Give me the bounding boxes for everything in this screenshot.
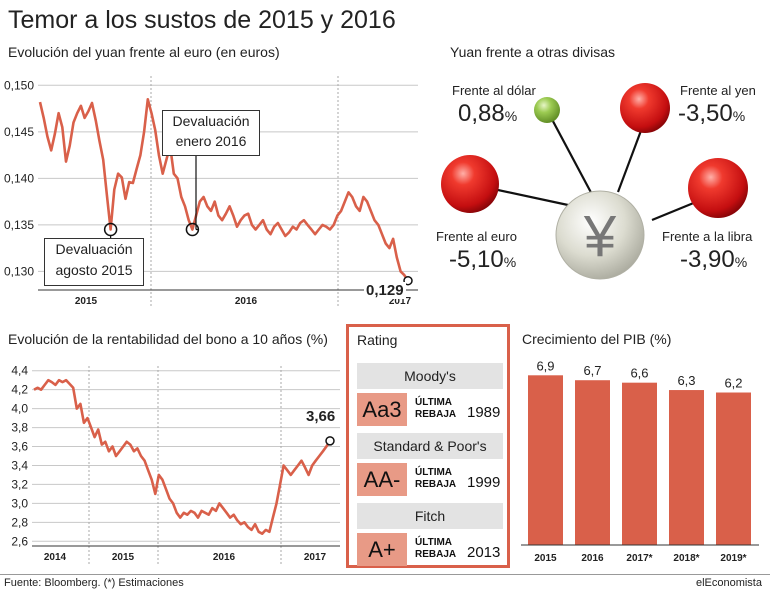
pib-bar <box>716 392 751 545</box>
grade-sp: AA- <box>357 463 407 496</box>
footer-source: Fuente: Bloomberg. (*) Estimaciones <box>4 577 184 589</box>
pib-bar <box>622 382 657 545</box>
pib-value-label: 6,6 <box>630 366 648 381</box>
note-moodys: ÚLTIMA REBAJA <box>415 397 457 420</box>
note-fitch: ÚLTIMA REBAJA <box>415 537 457 560</box>
pib-value-label: 6,2 <box>724 376 742 391</box>
y-tick-label: 3,4 <box>11 458 28 472</box>
yen-value: -3,50% <box>678 100 746 127</box>
series-line <box>33 378 332 535</box>
y-tick-label: 3,8 <box>11 421 28 435</box>
pib-category-label: 2016 <box>581 553 604 564</box>
plot-area <box>32 366 340 546</box>
x-tick-label: 2017 <box>304 552 327 563</box>
note-sp: ÚLTIMA REBAJA <box>415 467 457 490</box>
pib-category-label: 2017* <box>626 553 652 564</box>
yen-label: Frente al yen <box>680 83 756 98</box>
grade-fitch: A+ <box>357 533 407 566</box>
yen-ball-icon <box>620 83 670 133</box>
currencies-subtitle: Yuan frente a otras divisas <box>450 44 615 60</box>
x-tick-label: 2015 <box>75 296 98 307</box>
y-tick-label: 3,2 <box>11 477 28 491</box>
annotation-devaluation-jan-2016: Devaluación enero 2016 <box>162 110 260 156</box>
gdp-growth-chart: 6,9 2015 6,7 2016 6,6 2017* 6,3 2018* 6,2 2019* <box>521 358 759 564</box>
y-tick-label: 3,6 <box>11 440 28 454</box>
yuan-symbol: ¥ <box>583 204 617 269</box>
pib-value-label: 6,7 <box>583 363 601 378</box>
pib-category-label: 2015 <box>534 553 557 564</box>
pound-label: Frente a la libra <box>662 229 753 244</box>
y-tick-label: 2,8 <box>11 515 28 529</box>
y-tick-label: 0,135 <box>4 218 34 232</box>
agency-sp: Standard & Poor's <box>357 433 503 459</box>
y-tick-label: 0,150 <box>4 78 34 92</box>
euro-label: Frente al euro <box>436 229 517 244</box>
annotation-devaluation-aug-2015: Devaluación agosto 2015 <box>44 238 144 286</box>
euro-value: -5,10% <box>449 246 517 273</box>
y-tick-label: 2,6 <box>11 534 28 548</box>
year-sp: 1999 <box>467 474 501 491</box>
pib-category-label: 2019* <box>720 553 746 564</box>
y-tick-label: 3,0 <box>11 496 28 510</box>
bond-chart-subtitle: Evolución de la rentabilidad del bono a … <box>8 331 328 347</box>
y-tick-label: 0,140 <box>4 171 34 185</box>
pound-value: -3,90% <box>680 246 748 273</box>
footer-divider <box>0 574 770 575</box>
bond-yield-chart: 2,6 2,8 3,0 3,2 3,4 3,6 3,8 4,0 4,2 4,4 2014 2015 20… <box>11 364 340 564</box>
bond-last-value: 3,66 <box>306 408 336 425</box>
x-tick-label: 2017 <box>389 296 412 307</box>
pib-value-label: 6,9 <box>536 358 554 373</box>
year-moodys: 1989 <box>467 404 501 421</box>
annotation-aug-line1: Devaluación <box>55 241 133 257</box>
y-tick-label: 4,2 <box>11 383 28 397</box>
annotation-aug-line2: agosto 2015 <box>55 262 133 278</box>
agency-moodys: Moody's <box>357 363 503 389</box>
grade-moodys: Aa3 <box>357 393 407 426</box>
pib-category-label: 2018* <box>673 553 699 564</box>
pib-bar <box>575 380 610 545</box>
yuan-last-value: 0,129 <box>364 282 406 299</box>
y-tick-label: 0,145 <box>4 125 34 139</box>
footer-brand: elEconomista <box>695 577 762 589</box>
series-line <box>38 97 410 282</box>
last-point-marker <box>325 436 335 446</box>
pib-bar <box>669 390 704 545</box>
x-tick-label: 2016 <box>235 296 258 307</box>
annotation-jan-line1: Devaluación <box>172 113 250 129</box>
y-tick-label: 4,0 <box>11 402 28 416</box>
yuan-coin-icon <box>555 190 645 280</box>
x-tick-label: 2016 <box>213 552 236 563</box>
pib-bar <box>528 375 563 545</box>
x-tick-label: 2014 <box>44 552 67 563</box>
yuan-chart-subtitle: Evolución del yuan frente al euro (en eu… <box>8 44 280 60</box>
year-fitch: 2013 <box>467 544 501 561</box>
rating-title: Rating <box>357 332 398 348</box>
currency-diagram: ¥ <box>441 83 748 280</box>
pib-value-label: 6,3 <box>677 373 695 388</box>
rating-panel: Rating Moody's Aa3 ÚLTIMA REBAJA 1989 Sta… <box>346 324 510 568</box>
pib-chart-subtitle: Crecimiento del PIB (%) <box>522 331 672 347</box>
dollar-ball-icon <box>534 97 560 123</box>
y-tick-label: 4,4 <box>11 364 28 378</box>
euro-ball-icon <box>441 155 499 213</box>
page-title: Temor a los sustos de 2015 y 2016 <box>8 6 396 34</box>
y-tick-label: 0,130 <box>4 264 34 278</box>
dollar-label: Frente al dólar <box>452 83 536 98</box>
annotation-jan-line2: enero 2016 <box>175 133 247 149</box>
x-tick-label: 2015 <box>112 552 135 563</box>
last-point-marker <box>403 275 413 286</box>
pound-ball-icon <box>688 158 748 218</box>
agency-fitch: Fitch <box>357 503 503 529</box>
dollar-value: 0,88% <box>458 100 518 127</box>
